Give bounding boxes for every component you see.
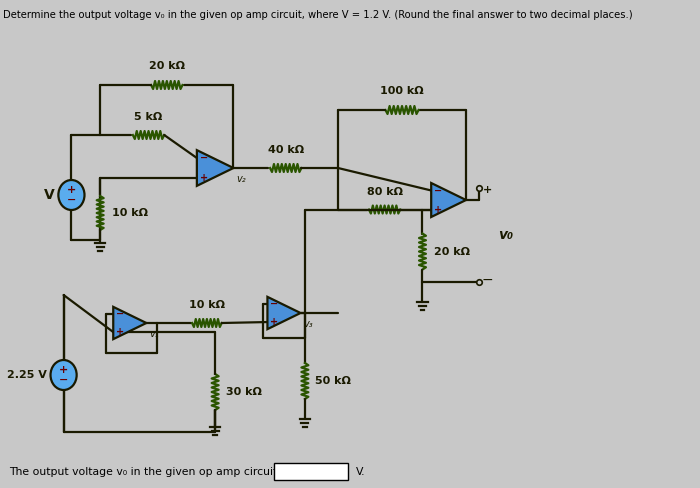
Text: 2.25 V: 2.25 V	[7, 370, 47, 380]
Text: v₀: v₀	[498, 228, 513, 242]
Text: −: −	[116, 309, 125, 319]
Text: v₃: v₃	[303, 319, 313, 329]
Text: 20 kΩ: 20 kΩ	[149, 61, 185, 71]
Text: 5 kΩ: 5 kΩ	[134, 112, 162, 122]
Text: 100 kΩ: 100 kΩ	[380, 86, 424, 96]
Circle shape	[58, 180, 85, 210]
Text: −: −	[270, 299, 279, 309]
Text: −: −	[66, 195, 76, 205]
Text: +: +	[482, 185, 492, 195]
Text: −: −	[434, 185, 442, 196]
Text: +: +	[199, 173, 208, 183]
Text: 10 kΩ: 10 kΩ	[189, 300, 225, 310]
Polygon shape	[197, 150, 234, 186]
Text: v₂: v₂	[236, 174, 246, 184]
Text: +: +	[270, 317, 279, 327]
Text: +: +	[66, 185, 76, 195]
Polygon shape	[267, 297, 300, 329]
Text: +: +	[59, 365, 68, 375]
Text: 20 kΩ: 20 kΩ	[434, 246, 470, 257]
Text: 80 kΩ: 80 kΩ	[367, 186, 402, 197]
Text: +: +	[116, 327, 125, 337]
Text: 10 kΩ: 10 kΩ	[111, 208, 148, 218]
FancyBboxPatch shape	[274, 463, 349, 480]
Text: V: V	[44, 188, 55, 202]
Text: −: −	[199, 153, 208, 163]
Text: 40 kΩ: 40 kΩ	[267, 145, 304, 155]
Polygon shape	[113, 307, 146, 339]
Text: 30 kΩ: 30 kΩ	[225, 387, 262, 397]
Circle shape	[50, 360, 77, 390]
Polygon shape	[431, 183, 466, 217]
Text: The output voltage v₀ in the given op amp circuit is: The output voltage v₀ in the given op am…	[8, 467, 289, 477]
Text: V.: V.	[356, 467, 365, 477]
Text: −: −	[482, 272, 494, 286]
Text: +: +	[434, 204, 442, 215]
Text: v₁: v₁	[149, 329, 159, 339]
Text: 50 kΩ: 50 kΩ	[315, 376, 351, 386]
Text: −: −	[59, 375, 69, 385]
Text: Determine the output voltage v₀ in the given op amp circuit, where V = 1.2 V. (R: Determine the output voltage v₀ in the g…	[4, 10, 633, 20]
